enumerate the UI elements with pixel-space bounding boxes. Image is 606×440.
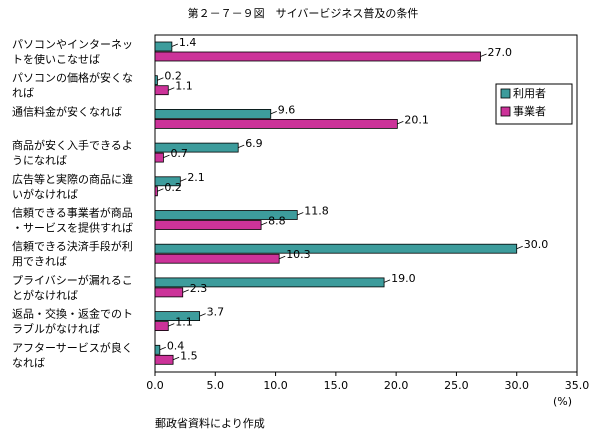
label-leader — [180, 178, 187, 182]
x-tick-label: 5.0 — [207, 379, 225, 392]
legend-box — [495, 83, 573, 125]
legend-label: 利用者 — [513, 87, 546, 100]
y-tick-label: ・サービスを提供すれば — [12, 221, 133, 235]
value-label: 0.2 — [164, 181, 182, 194]
x-axis-label: (%) — [553, 395, 572, 408]
x-tick-label: 25.0 — [444, 379, 469, 392]
value-label: 20.1 — [404, 113, 429, 126]
value-label: 0.7 — [170, 147, 188, 160]
y-tick-label: 商品が安く入手できるよ — [12, 138, 133, 152]
label-leader — [279, 255, 286, 260]
bar — [154, 75, 158, 86]
chart-title: 第２－７－９図 サイバービジネス普及の条件 — [188, 6, 419, 20]
value-label: 9.6 — [278, 103, 296, 116]
value-label: 11.8 — [304, 205, 329, 218]
value-label: 19.0 — [391, 272, 416, 285]
y-tick-label: ラブルがなければ — [12, 322, 100, 336]
bar — [154, 311, 201, 322]
bar — [154, 277, 385, 288]
value-label: 6.9 — [245, 137, 262, 150]
y-tick-label: れば — [12, 87, 34, 100]
bar — [154, 287, 184, 298]
y-tick-label: なれば — [12, 356, 45, 369]
bar — [154, 321, 169, 332]
bar — [154, 152, 164, 163]
label-leader — [168, 323, 175, 327]
y-tick-label: とがなければ — [12, 288, 78, 302]
bar — [154, 253, 280, 264]
label-leader — [182, 289, 189, 293]
y-tick-label: 広告等と実際の商品に違 — [12, 172, 133, 186]
value-label: 2.3 — [190, 282, 208, 295]
y-tick-label: アフターサービスが良く — [12, 340, 133, 354]
source-note: 郵政省資料により作成 — [155, 416, 265, 430]
label-leader — [168, 87, 175, 91]
bar — [154, 85, 169, 96]
x-tick-label: 35.0 — [565, 379, 590, 392]
value-label: 0.2 — [164, 70, 182, 83]
bar — [154, 220, 262, 230]
label-leader — [397, 121, 404, 125]
y-tick-label: トを使いこなせば — [12, 53, 100, 66]
y-tick-label: パソコンの価格が安くな — [12, 71, 133, 85]
bar — [154, 51, 481, 62]
label-leader — [480, 53, 487, 57]
value-label: 0.4 — [167, 339, 185, 352]
value-label: 8.8 — [268, 215, 286, 228]
y-tick-label: 用できれば — [12, 255, 67, 268]
value-label: 1.4 — [179, 36, 197, 49]
label-leader — [260, 222, 268, 226]
y-tick-label: うになれば — [12, 154, 67, 167]
value-label: 1.5 — [180, 349, 198, 362]
label-leader — [171, 43, 179, 47]
bar — [154, 142, 239, 153]
legend-label: 事業者 — [513, 105, 546, 118]
label-leader — [516, 245, 523, 250]
label-leader — [163, 154, 170, 158]
y-tick-label: パソコンやインターネッ — [12, 38, 133, 51]
y-tick-label: 信頼できる事業者が商品 — [12, 206, 133, 220]
label-leader — [199, 313, 206, 317]
label-leader — [270, 111, 277, 115]
bar — [154, 109, 272, 119]
bar — [154, 186, 158, 197]
bar — [154, 243, 518, 254]
x-tick-label: 0.0 — [146, 379, 164, 392]
value-label: 2.1 — [187, 171, 205, 184]
value-label: 1.1 — [175, 316, 193, 329]
y-tick-label: プライバシーが漏れるこ — [12, 273, 133, 287]
y-tick-label: 返品・交換・返金でのト — [12, 307, 133, 321]
label-leader — [297, 212, 304, 216]
bar — [154, 344, 161, 355]
label-leader — [159, 346, 166, 351]
value-label: 10.3 — [286, 248, 311, 261]
y-tick-label: いがなければ — [12, 187, 78, 201]
label-leader — [172, 356, 180, 361]
label-leader — [238, 144, 245, 148]
y-tick-label: 信頼できる決済手段が利 — [12, 239, 133, 253]
x-tick-label: 15.0 — [324, 379, 349, 392]
label-leader — [157, 188, 164, 192]
label-leader — [383, 279, 391, 283]
label-leader — [157, 77, 164, 81]
value-label: 30.0 — [524, 238, 549, 251]
value-label: 1.1 — [175, 80, 193, 93]
value-label: 3.7 — [207, 306, 225, 319]
value-label: 27.0 — [488, 46, 513, 59]
y-tick-label: 通信料金が安くなれば — [12, 104, 122, 118]
x-tick-label: 10.0 — [263, 379, 288, 392]
legend-swatch — [500, 88, 511, 99]
bar — [154, 354, 174, 365]
x-tick-label: 30.0 — [504, 379, 529, 392]
legend-swatch — [500, 106, 511, 117]
bar — [154, 119, 398, 129]
bar — [154, 41, 173, 52]
x-tick-label: 20.0 — [384, 379, 409, 392]
